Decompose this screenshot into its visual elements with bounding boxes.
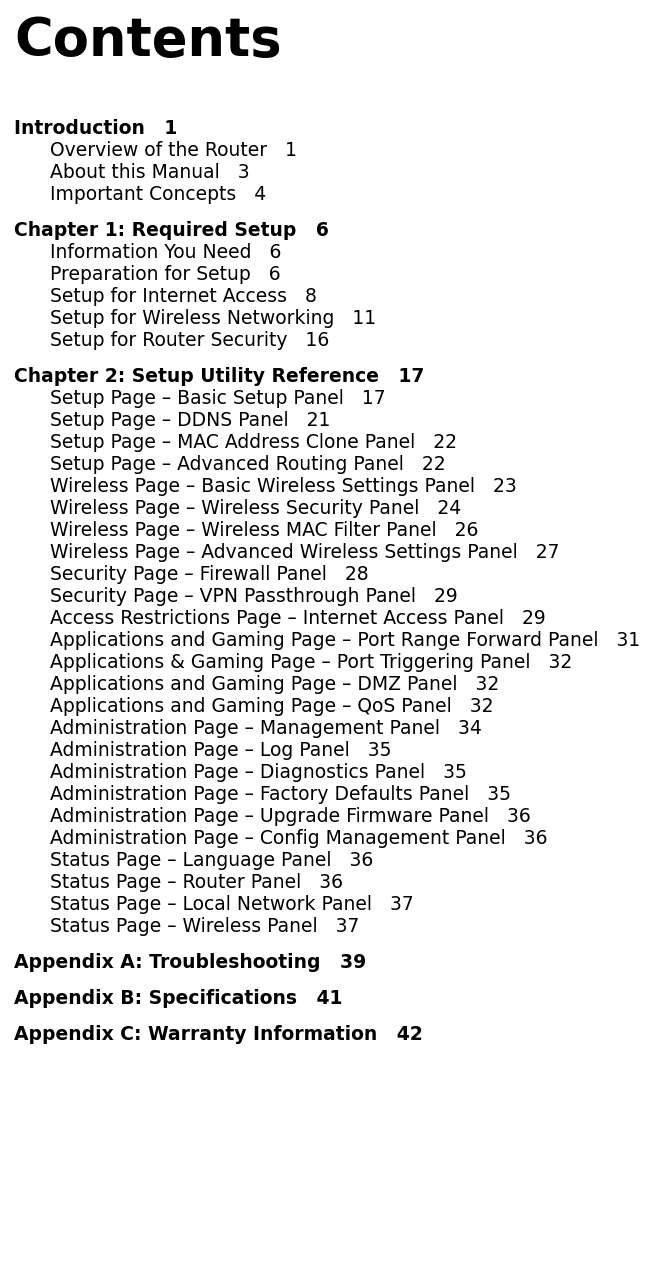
Text: Contents: Contents: [14, 15, 281, 67]
Text: Chapter 2: Setup Utility Reference   17: Chapter 2: Setup Utility Reference 17: [14, 367, 424, 386]
Text: Setup Page – Advanced Routing Panel   22: Setup Page – Advanced Routing Panel 22: [50, 455, 446, 474]
Text: Setup Page – DDNS Panel   21: Setup Page – DDNS Panel 21: [50, 411, 330, 430]
Text: Status Page – Local Network Panel   37: Status Page – Local Network Panel 37: [50, 895, 414, 914]
Text: Administration Page – Upgrade Firmware Panel   36: Administration Page – Upgrade Firmware P…: [50, 808, 531, 826]
Text: Information You Need   6: Information You Need 6: [50, 243, 281, 261]
Text: Setup for Wireless Networking   11: Setup for Wireless Networking 11: [50, 309, 376, 328]
Text: Security Page – VPN Passthrough Panel   29: Security Page – VPN Passthrough Panel 29: [50, 587, 458, 605]
Text: Chapter 1: Required Setup   6: Chapter 1: Required Setup 6: [14, 222, 329, 240]
Text: Applications and Gaming Page – Port Range Forward Panel   31: Applications and Gaming Page – Port Rang…: [50, 631, 641, 650]
Text: Access Restrictions Page – Internet Access Panel   29: Access Restrictions Page – Internet Acce…: [50, 609, 546, 629]
Text: Preparation for Setup   6: Preparation for Setup 6: [50, 265, 281, 283]
Text: Introduction   1: Introduction 1: [14, 118, 178, 138]
Text: Security Page – Firewall Panel   28: Security Page – Firewall Panel 28: [50, 565, 368, 583]
Text: Appendix C: Warranty Information   42: Appendix C: Warranty Information 42: [14, 1025, 423, 1045]
Text: Administration Page – Factory Defaults Panel   35: Administration Page – Factory Defaults P…: [50, 784, 511, 804]
Text: Setup Page – Basic Setup Panel   17: Setup Page – Basic Setup Panel 17: [50, 389, 386, 408]
Text: Status Page – Wireless Panel   37: Status Page – Wireless Panel 37: [50, 917, 359, 936]
Text: Applications & Gaming Page – Port Triggering Panel   32: Applications & Gaming Page – Port Trigge…: [50, 653, 572, 672]
Text: Administration Page – Log Panel   35: Administration Page – Log Panel 35: [50, 741, 391, 760]
Text: Appendix A: Troubleshooting   39: Appendix A: Troubleshooting 39: [14, 953, 366, 972]
Text: Wireless Page – Advanced Wireless Settings Panel   27: Wireless Page – Advanced Wireless Settin…: [50, 544, 559, 562]
Text: Wireless Page – Basic Wireless Settings Panel   23: Wireless Page – Basic Wireless Settings …: [50, 477, 517, 496]
Text: Applications and Gaming Page – QoS Panel   32: Applications and Gaming Page – QoS Panel…: [50, 697, 494, 716]
Text: Wireless Page – Wireless MAC Filter Panel   26: Wireless Page – Wireless MAC Filter Pane…: [50, 522, 478, 540]
Text: Setup Page – MAC Address Clone Panel   22: Setup Page – MAC Address Clone Panel 22: [50, 433, 457, 452]
Text: Status Page – Language Panel   36: Status Page – Language Panel 36: [50, 851, 373, 869]
Text: Setup for Internet Access   8: Setup for Internet Access 8: [50, 287, 317, 307]
Text: Appendix B: Specifications   41: Appendix B: Specifications 41: [14, 989, 342, 1009]
Text: Administration Page – Management Panel   34: Administration Page – Management Panel 3…: [50, 719, 482, 738]
Text: About this Manual   3: About this Manual 3: [50, 164, 250, 182]
Text: Administration Page – Config Management Panel   36: Administration Page – Config Management …: [50, 829, 547, 848]
Text: Administration Page – Diagnostics Panel   35: Administration Page – Diagnostics Panel …: [50, 762, 467, 782]
Text: Status Page – Router Panel   36: Status Page – Router Panel 36: [50, 873, 343, 893]
Text: Wireless Page – Wireless Security Panel   24: Wireless Page – Wireless Security Panel …: [50, 498, 461, 518]
Text: Overview of the Router   1: Overview of the Router 1: [50, 140, 297, 160]
Text: Applications and Gaming Page – DMZ Panel   32: Applications and Gaming Page – DMZ Panel…: [50, 675, 499, 694]
Text: Setup for Router Security   16: Setup for Router Security 16: [50, 331, 329, 350]
Text: Important Concepts   4: Important Concepts 4: [50, 185, 266, 204]
